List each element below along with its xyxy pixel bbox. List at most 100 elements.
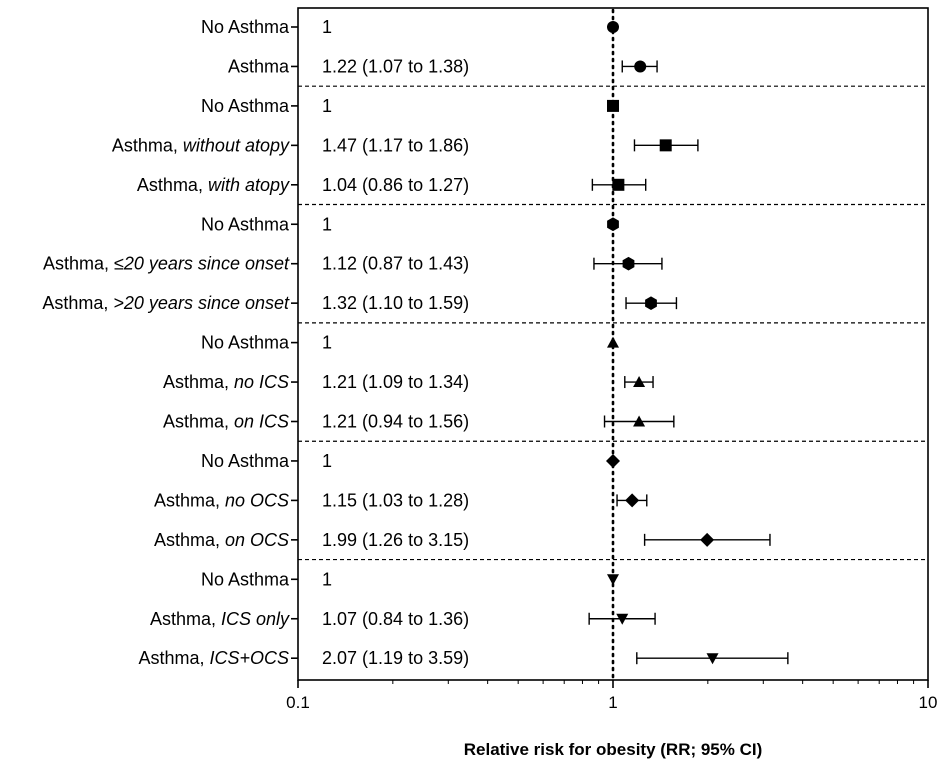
row-label-italic: >20 years since onset bbox=[113, 293, 290, 313]
forest-row: Asthma, no ICS 1.21 (1.09 to 1.34) bbox=[163, 372, 654, 392]
row-label: Asthma, ICS+OCS bbox=[138, 648, 289, 668]
point-marker bbox=[633, 376, 646, 388]
point-marker bbox=[607, 99, 619, 112]
point-marker bbox=[633, 415, 646, 427]
row-label-italic: no OCS bbox=[225, 490, 289, 510]
estimate-label: 1.99 (1.26 to 3.15) bbox=[322, 530, 469, 550]
point-marker bbox=[607, 574, 619, 586]
row-label: Asthma, with atopy bbox=[137, 175, 290, 195]
estimate-label: 1.47 (1.17 to 1.86) bbox=[322, 135, 469, 155]
forest-row: No Asthma 1 bbox=[201, 96, 619, 116]
row-label-plain: Asthma, bbox=[43, 254, 114, 274]
row-label-italic: ICS+OCS bbox=[209, 648, 289, 668]
row-label: Asthma, ICS only bbox=[150, 609, 290, 629]
x-tick-label: 1 bbox=[608, 693, 617, 712]
forest-row: Asthma, without atopy 1.47 (1.17 to 1.86) bbox=[112, 135, 699, 155]
row-label-italic: without atopy bbox=[183, 135, 290, 155]
row-label: No Asthma bbox=[201, 17, 290, 37]
plot-rows: No Asthma 1 Asthma 1.22 (1.07 to 1.38) No As… bbox=[42, 17, 789, 668]
row-label-plain: Asthma, bbox=[138, 648, 209, 668]
point-marker bbox=[645, 296, 657, 310]
estimate-label: 1 bbox=[322, 451, 332, 471]
row-label: Asthma, on OCS bbox=[154, 530, 289, 550]
estimate-label: 1.12 (0.87 to 1.43) bbox=[322, 254, 469, 274]
forest-row: Asthma, with atopy 1.04 (0.86 to 1.27) bbox=[137, 175, 647, 195]
forest-row: Asthma, on ICS 1.21 (0.94 to 1.56) bbox=[163, 412, 675, 432]
row-label-plain: Asthma, bbox=[163, 372, 234, 392]
row-label-italic: on OCS bbox=[225, 530, 289, 550]
forest-row: Asthma 1.22 (1.07 to 1.38) bbox=[228, 56, 658, 76]
row-label-italic: no ICS bbox=[234, 372, 289, 392]
row-label-plain: No Asthma bbox=[201, 17, 290, 37]
x-axis: 0.1 1 10 bbox=[286, 680, 937, 712]
point-marker bbox=[634, 60, 647, 73]
row-label-italic: ≤20 years since onset bbox=[114, 254, 290, 274]
x-axis-title: Relative risk for obesity (RR; 95% CI) bbox=[464, 740, 763, 759]
row-label: Asthma, on ICS bbox=[163, 412, 289, 432]
point-marker bbox=[622, 256, 635, 271]
estimate-label: 1 bbox=[322, 214, 332, 234]
row-label-plain: Asthma, bbox=[154, 530, 225, 550]
point-marker bbox=[606, 453, 620, 468]
point-marker bbox=[607, 217, 619, 232]
estimate-label: 1 bbox=[322, 569, 332, 589]
forest-row: Asthma, ICS only 1.07 (0.84 to 1.36) bbox=[150, 609, 656, 629]
estimate-label: 1.04 (0.86 to 1.27) bbox=[322, 175, 469, 195]
forest-row: Asthma, ICS+OCS 2.07 (1.19 to 3.59) bbox=[138, 648, 789, 668]
estimate-label: 1.22 (1.07 to 1.38) bbox=[322, 56, 469, 76]
row-label-plain: Asthma, bbox=[154, 490, 225, 510]
row-label: No Asthma bbox=[201, 569, 290, 589]
x-tick-label: 0.1 bbox=[286, 693, 310, 712]
estimate-label: 1 bbox=[322, 333, 332, 353]
row-label-plain: No Asthma bbox=[201, 96, 290, 116]
row-label-plain: Asthma, bbox=[112, 135, 183, 155]
estimate-label: 1.07 (0.84 to 1.36) bbox=[322, 609, 469, 629]
row-label-plain: Asthma, bbox=[137, 175, 208, 195]
row-label-plain: No Asthma bbox=[201, 569, 290, 589]
point-marker bbox=[659, 139, 672, 152]
row-label-plain: No Asthma bbox=[201, 214, 290, 234]
row-label: Asthma, no ICS bbox=[163, 372, 289, 392]
row-label: Asthma, no OCS bbox=[154, 490, 289, 510]
row-label: No Asthma bbox=[201, 96, 290, 116]
estimate-label: 1.32 (1.10 to 1.59) bbox=[322, 293, 469, 313]
point-marker bbox=[612, 178, 625, 191]
forest-row: Asthma, on OCS 1.99 (1.26 to 3.15) bbox=[154, 530, 771, 550]
point-marker bbox=[706, 653, 719, 665]
forest-row: No Asthma 1 bbox=[201, 451, 620, 471]
estimate-label: 1 bbox=[322, 96, 332, 116]
estimate-label: 1.15 (1.03 to 1.28) bbox=[322, 490, 469, 510]
forest-row: Asthma, >20 years since onset 1.32 (1.10 … bbox=[42, 293, 678, 313]
row-label: No Asthma bbox=[201, 333, 290, 353]
forest-row: No Asthma 1 bbox=[201, 17, 619, 37]
point-marker bbox=[625, 493, 640, 508]
row-label-plain: Asthma bbox=[228, 56, 290, 76]
forest-row: Asthma, ≤20 years since onset 1.12 (0.87 … bbox=[43, 254, 663, 274]
estimate-label: 1.21 (1.09 to 1.34) bbox=[322, 372, 469, 392]
forest-row: Asthma, no OCS 1.15 (1.03 to 1.28) bbox=[154, 490, 648, 510]
point-marker bbox=[607, 21, 619, 33]
point-marker bbox=[607, 336, 619, 348]
row-label-plain: No Asthma bbox=[201, 333, 290, 353]
row-label-plain: Asthma, bbox=[42, 293, 113, 313]
forest-row: No Asthma 1 bbox=[201, 333, 619, 353]
row-label-plain: Asthma, bbox=[163, 412, 234, 432]
forest-row: No Asthma 1 bbox=[201, 569, 619, 589]
row-label-italic: ICS only bbox=[221, 609, 290, 629]
row-label: Asthma, without atopy bbox=[112, 135, 290, 155]
row-label: Asthma, ≤20 years since onset bbox=[43, 254, 290, 274]
group-separators bbox=[298, 85, 928, 561]
point-marker bbox=[700, 532, 715, 547]
row-label-plain: No Asthma bbox=[201, 451, 290, 471]
x-tick-label: 10 bbox=[919, 693, 938, 712]
point-marker bbox=[616, 613, 629, 625]
row-label: No Asthma bbox=[201, 214, 290, 234]
row-label-italic: with atopy bbox=[208, 175, 290, 195]
estimate-label: 1.21 (0.94 to 1.56) bbox=[322, 412, 469, 432]
row-label-italic: on ICS bbox=[234, 412, 289, 432]
estimate-label: 2.07 (1.19 to 3.59) bbox=[322, 648, 469, 668]
row-label-plain: Asthma, bbox=[150, 609, 221, 629]
row-label: No Asthma bbox=[201, 451, 290, 471]
row-label: Asthma, >20 years since onset bbox=[42, 293, 290, 313]
